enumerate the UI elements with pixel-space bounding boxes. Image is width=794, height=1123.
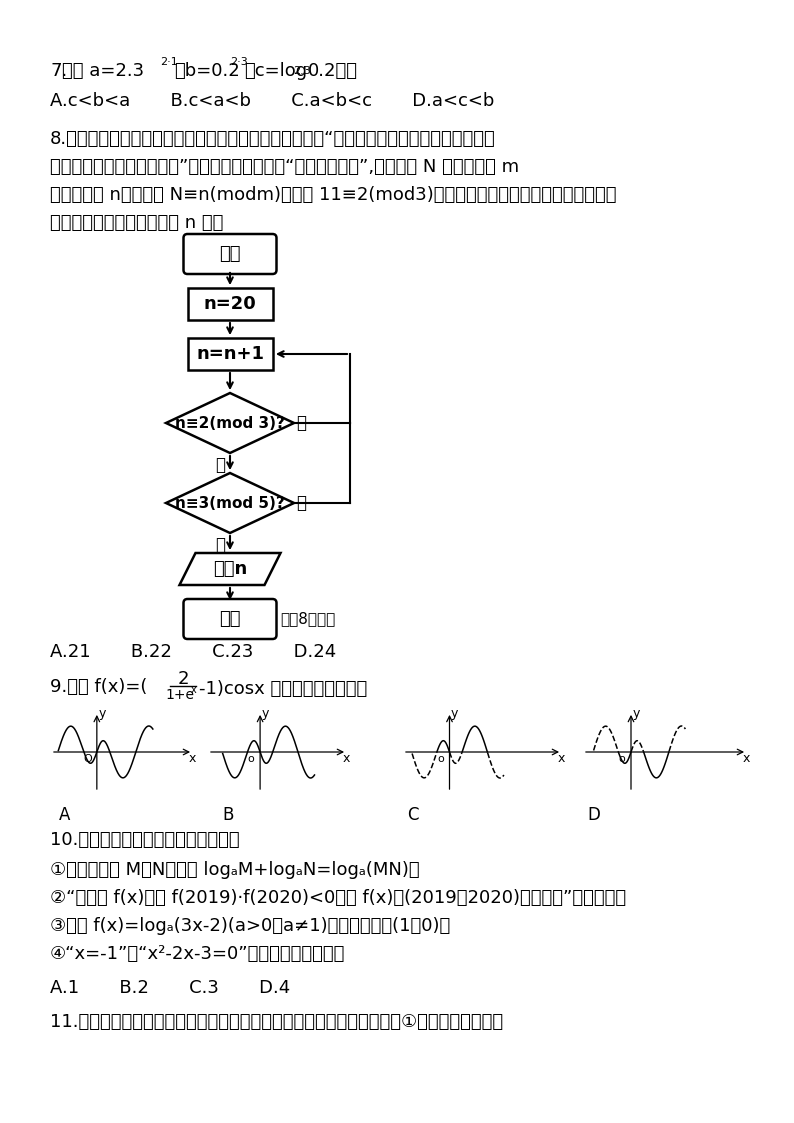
Text: n=20: n=20 [203, 295, 256, 313]
Polygon shape [166, 393, 294, 453]
Text: B: B [222, 806, 234, 824]
Text: n≡3(mod 5)?: n≡3(mod 5)? [175, 495, 285, 511]
Text: 是: 是 [215, 536, 225, 554]
Text: o: o [248, 754, 254, 764]
Text: -1)cosx 的图象的大致形状是: -1)cosx 的图象的大致形状是 [199, 681, 368, 699]
FancyBboxPatch shape [183, 599, 276, 639]
Text: y: y [451, 707, 458, 721]
Text: 2·1: 2·1 [160, 57, 178, 67]
Text: 2.3: 2.3 [293, 66, 310, 76]
Text: A: A [59, 806, 70, 824]
Text: x: x [191, 685, 197, 695]
Text: A.c<b<a       B.c<a<b       C.a<b<c       D.a<c<b: A.c<b<a B.c<a<b C.a<b<c D.a<c<b [50, 92, 495, 110]
Text: 11.某扶贫调研团根据要求从甲、乙、丙、丁、戊五个镇选择调研地点：①若去甲镇，则必须: 11.某扶贫调研团根据要求从甲、乙、丙、丁、戊五个镇选择调研地点：①若去甲镇，则… [50, 1013, 503, 1031]
Text: 结束: 结束 [219, 610, 241, 628]
Text: 开始: 开始 [219, 245, 241, 263]
Text: y: y [98, 707, 106, 721]
Text: 否: 否 [296, 494, 306, 512]
Text: o: o [437, 754, 444, 764]
Text: C: C [407, 806, 419, 824]
FancyBboxPatch shape [183, 234, 276, 274]
Text: 2·3: 2·3 [230, 57, 248, 67]
Polygon shape [179, 553, 280, 585]
Text: ，b=0.2: ，b=0.2 [174, 62, 240, 80]
Text: A.21       B.22       C.23       D.24: A.21 B.22 C.23 D.24 [50, 643, 336, 661]
Text: y: y [261, 707, 269, 721]
Text: n≡2(mod 3)?: n≡2(mod 3)? [175, 416, 285, 430]
Text: 1+e: 1+e [165, 688, 195, 702]
Text: 执行该程序框图，则输出的 n 等于: 执行该程序框图，则输出的 n 等于 [50, 214, 223, 232]
Text: 是: 是 [215, 456, 225, 474]
Text: 输出n: 输出n [213, 560, 247, 578]
Text: x: x [742, 752, 750, 766]
Text: ①存在正实数 M，N，使得 logₐM+logₐN=logₐ(MN)；: ①存在正实数 M，N，使得 logₐM+logₐN=logₐ(MN)； [50, 861, 419, 879]
Text: D: D [587, 806, 600, 824]
Bar [187, 287, 272, 320]
Text: （第8题图）: （第8题图） [280, 612, 335, 627]
Text: 0.2，则: 0.2，则 [308, 62, 358, 80]
Text: O: O [83, 754, 92, 764]
Polygon shape [166, 473, 294, 533]
Text: 后的余数为 n，则记为 N≡n(modm)，例如 11≡2(mod3)，现将该问题以程序框图的算法给出，: 后的余数为 n，则记为 N≡n(modm)，例如 11≡2(mod3)，现将该问… [50, 186, 616, 204]
Text: x: x [188, 752, 195, 766]
Text: 9.函数 f(x)=(: 9.函数 f(x)=( [50, 678, 148, 696]
Bar [187, 338, 272, 369]
Text: x: x [342, 752, 349, 766]
Text: 否: 否 [296, 414, 306, 432]
Text: 7.: 7. [50, 62, 67, 80]
Text: 五五数之余三，问物几何？”人们把此类题目称为“中国剩余定理”,若正整数 N 除以正整数 m: 五五数之余三，问物几何？”人们把此类题目称为“中国剩余定理”,若正整数 N 除以… [50, 158, 519, 176]
Text: ③函数 f(x)=logₐ(3x-2)(a>0，a≠1)的图象过定点(1，0)；: ③函数 f(x)=logₐ(3x-2)(a>0，a≠1)的图象过定点(1，0)； [50, 917, 450, 935]
Text: 已知 a=2.3: 已知 a=2.3 [62, 62, 145, 80]
Text: 10.以下四个命题中，真命题的个数是: 10.以下四个命题中，真命题的个数是 [50, 831, 240, 849]
Text: 8.中国古代数学著作《孙子算经》中有这样一道算术题：“今有物不知其数，三三数之余二，: 8.中国古代数学著作《孙子算经》中有这样一道算术题：“今有物不知其数，三三数之余… [50, 130, 495, 148]
Text: ，c=log: ，c=log [244, 62, 307, 80]
Text: ④“x=-1”是“x²-2x-3=0”的必要不充分条件。: ④“x=-1”是“x²-2x-3=0”的必要不充分条件。 [50, 944, 345, 964]
Text: x: x [557, 752, 565, 766]
Text: y: y [632, 707, 640, 721]
Text: n=n+1: n=n+1 [196, 345, 264, 363]
Text: A.1       B.2       C.3       D.4: A.1 B.2 C.3 D.4 [50, 979, 291, 997]
Text: o: o [619, 754, 626, 764]
Text: ②“若函数 f(x)满足 f(2019)·f(2020)<0，则 f(x)在(2019，2020)上有零点”的否命题；: ②“若函数 f(x)满足 f(2019)·f(2020)<0，则 f(x)在(2… [50, 889, 626, 907]
Text: 2: 2 [177, 670, 189, 688]
